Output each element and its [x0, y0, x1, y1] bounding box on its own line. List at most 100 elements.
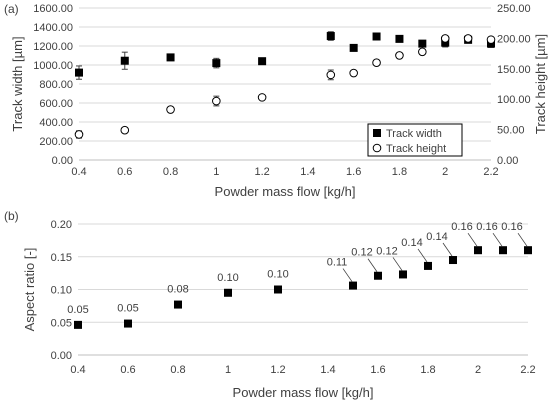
- track-height-point: [212, 96, 221, 106]
- legend-box: [367, 123, 463, 157]
- data-label: 0.08: [167, 284, 188, 296]
- aspect-ratio-point: [274, 285, 282, 294]
- legend-track-height-marker: [372, 143, 382, 153]
- data-label-leader: [492, 232, 503, 247]
- aspect-ratio-point: [74, 320, 82, 329]
- aspect-ratio-point: [374, 271, 382, 280]
- track-width-point: [326, 32, 335, 41]
- track-width-point: [212, 59, 221, 68]
- data-label-leader: [442, 242, 453, 257]
- panel-a-y-tick-label: 200.00: [39, 136, 73, 148]
- panel-a-x-tick-label: 0.4: [71, 166, 86, 178]
- track-height-point: [418, 47, 427, 57]
- panel-a-y2-tick-label: 50.00: [497, 125, 525, 137]
- panel-a-x-tick-label: 0.6: [117, 166, 132, 178]
- data-label: 0.10: [267, 269, 288, 281]
- track-width-point: [75, 68, 83, 77]
- panel-a-x-tick-label: 2: [442, 166, 448, 178]
- data-label: 0.05: [67, 304, 88, 316]
- panel-a-y2-axis-label: Track height [µm]: [533, 34, 548, 134]
- aspect-ratio-point: [474, 246, 482, 255]
- aspect-ratio-point: [174, 300, 182, 309]
- panel-b-y-tick-label: 0.20: [51, 219, 72, 231]
- panel-a-x-tick-label: 0.8: [163, 166, 178, 178]
- track-width-point: [372, 32, 381, 41]
- data-label-leader: [467, 232, 478, 247]
- track-height-point: [349, 68, 358, 78]
- data-label: 0.12: [376, 245, 397, 257]
- panel-a-y-tick-label: 1200.00: [33, 41, 73, 53]
- panel-b-x-tick-label: 1.4: [320, 364, 335, 376]
- panel-a-x-axis-label: Powder mass flow [kg/h]: [215, 184, 356, 199]
- panel-a-y-tick-label: 400.00: [39, 117, 73, 129]
- panel-b-x-tick-label: 1: [225, 364, 231, 376]
- track-height-point: [463, 34, 473, 43]
- track-height-point: [120, 125, 130, 135]
- track-height-point: [395, 51, 404, 60]
- aspect-ratio-point: [524, 246, 532, 255]
- data-label: 0.16: [476, 221, 497, 233]
- legend-track-width-marker: [373, 129, 381, 137]
- track-height-point: [257, 93, 267, 102]
- data-label: 0.16: [451, 221, 472, 233]
- data-label: 0.12: [351, 247, 372, 259]
- panel-a-y-tick-label: 800.00: [39, 79, 73, 91]
- data-label: 0.11: [327, 257, 348, 269]
- panel-b-x-tick-label: 1.6: [370, 364, 385, 376]
- data-label: 0.10: [217, 272, 238, 284]
- panel-b-x-tick-label: 2: [475, 364, 481, 376]
- panel-b-y-tick-label: 0.00: [51, 350, 72, 362]
- data-label: 0.14: [401, 237, 422, 249]
- track-width-point: [258, 57, 267, 66]
- panel-a-y-tick-label: 0.00: [52, 155, 73, 167]
- data-label-leader: [367, 258, 378, 272]
- panel-a-x-tick-label: 1.8: [392, 166, 407, 178]
- panel-a-x-tick-label: 1.2: [254, 166, 269, 178]
- track-height-point: [74, 130, 84, 139]
- panel-b-y-axis-label: Aspect ratio [-]: [22, 248, 37, 332]
- track-width-point: [349, 43, 358, 52]
- panel-b-x-tick-label: 2.2: [520, 364, 535, 376]
- panel-a-y-tick-label: 1400.00: [33, 22, 73, 34]
- data-label-leader: [342, 268, 353, 282]
- panel-b-x-tick-label: 1.2: [270, 364, 285, 376]
- track-width-point: [120, 56, 129, 65]
- track-height-point: [372, 58, 381, 68]
- panel-a-x-tick-label: 1.6: [346, 166, 361, 178]
- aspect-ratio-point: [399, 270, 407, 279]
- panel-b-x-tick-label: 0.6: [120, 364, 135, 376]
- panel-a-y2-tick-label: 0.00: [497, 155, 518, 167]
- panel-a-y-tick-label: 1000.00: [33, 60, 73, 72]
- panel-b-y-tick-label: 0.05: [51, 317, 72, 329]
- panel-a-y2-tick-label: 100.00: [497, 94, 531, 106]
- data-label: 0.05: [117, 303, 138, 315]
- panel-a-x-tick-label: 2.2: [483, 166, 498, 178]
- track-height-point: [440, 34, 450, 43]
- track-height-point: [326, 70, 336, 80]
- track-width-point: [166, 53, 175, 62]
- data-label: 0.16: [501, 221, 522, 233]
- data-label-leader: [417, 248, 428, 263]
- panel-a-label: (a): [4, 2, 19, 16]
- legend-track-width-label: Track width: [386, 128, 442, 140]
- panel-a-y2-tick-label: 200.00: [497, 33, 531, 45]
- panel-a-x-tick-label: 1: [213, 166, 219, 178]
- track-width-point: [418, 39, 427, 48]
- legend-track-height-label: Track height: [386, 143, 446, 155]
- panel-b-x-tick-label: 0.8: [170, 364, 185, 376]
- panel-a-y-tick-label: 1600.00: [33, 3, 73, 15]
- aspect-ratio-point: [424, 261, 432, 270]
- track-width-point: [395, 34, 404, 43]
- data-label-leader: [392, 257, 403, 271]
- panel-b-x-tick-label: 1.8: [420, 364, 435, 376]
- panel-a-y-axis-label: Track width [µm]: [10, 36, 25, 131]
- panel-b-y-tick-label: 0.10: [51, 285, 72, 297]
- aspect-ratio-point: [224, 288, 232, 297]
- panel-a-x-tick-label: 1.4: [300, 166, 315, 178]
- data-label-leader: [517, 232, 528, 247]
- track-height-point: [486, 35, 496, 44]
- panel-b-x-axis-label: Powder mass flow [kg/h]: [233, 385, 374, 400]
- panel-a-y2-tick-label: 250.00: [497, 3, 531, 15]
